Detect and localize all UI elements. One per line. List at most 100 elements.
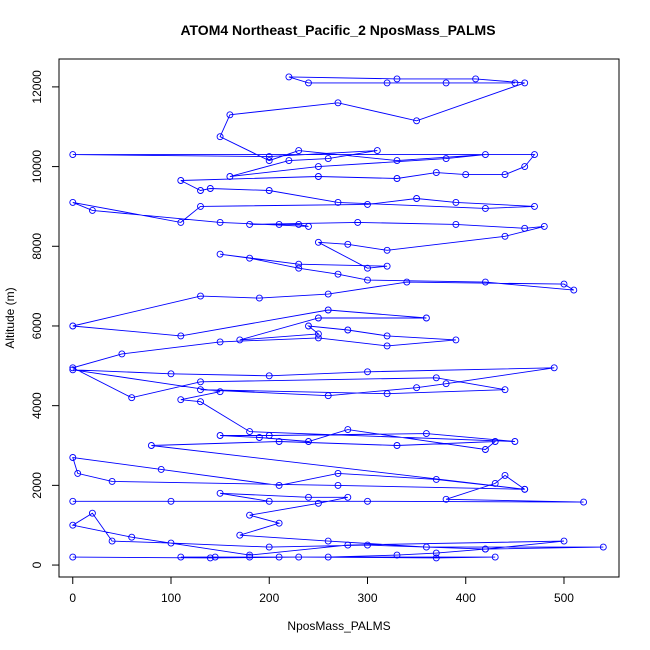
data-point: [501, 171, 509, 179]
data-point: [324, 155, 332, 163]
data-point: [285, 73, 293, 81]
data-point: [108, 477, 116, 485]
data-point: [393, 551, 401, 559]
y-tick-label: 8000: [30, 233, 44, 260]
data-point: [521, 224, 529, 232]
data-point: [452, 336, 460, 344]
data-point: [432, 549, 440, 557]
y-tick-label: 0: [30, 561, 44, 568]
plot-area: [69, 73, 607, 562]
y-tick-label: 12000: [30, 70, 44, 104]
data-point: [69, 151, 77, 159]
data-point: [599, 543, 607, 551]
data-point: [226, 111, 234, 119]
data-point: [197, 378, 204, 386]
data-point: [334, 198, 342, 206]
x-tick-label: 100: [161, 591, 181, 605]
data-point: [177, 553, 185, 561]
data-point: [167, 497, 175, 505]
data-point: [383, 332, 391, 340]
data-point: [314, 163, 322, 171]
data-point: [442, 380, 450, 388]
data-point: [364, 200, 371, 208]
data-point: [295, 264, 303, 272]
x-tick-label: 400: [456, 591, 476, 605]
data-point: [305, 79, 312, 87]
y-tick-label: 6000: [30, 312, 44, 339]
data-point: [540, 222, 548, 230]
data-point: [334, 469, 342, 477]
data-point: [265, 497, 273, 505]
data-point: [491, 553, 499, 561]
data-point: [442, 495, 450, 503]
data-point: [324, 553, 332, 561]
data-point: [211, 553, 219, 561]
data-point: [305, 222, 312, 230]
y-axis-label: Altitude (m): [3, 287, 17, 348]
data-point: [422, 543, 430, 551]
data-point: [314, 238, 322, 246]
data-point: [364, 497, 371, 505]
data-point: [324, 306, 332, 314]
data-point: [314, 173, 322, 180]
data-point: [88, 206, 96, 214]
data-point: [521, 485, 529, 493]
data-point: [275, 220, 283, 228]
data-point: [550, 364, 558, 372]
data-point: [344, 493, 352, 501]
data-point: [413, 117, 421, 125]
data-point: [167, 539, 175, 547]
data-point: [305, 438, 312, 445]
chart-title: ATOM4 Northeast_Pacific_2 NposMass_PALMS: [180, 22, 495, 38]
data-point: [373, 147, 381, 155]
data-point: [265, 187, 273, 194]
data-point: [197, 386, 204, 394]
data-point: [393, 442, 401, 449]
data-point: [314, 330, 322, 338]
x-tick-label: 500: [554, 591, 574, 605]
y-axis: 0 2000 4000 6000 8000 10000 12000: [30, 70, 60, 568]
data-point: [393, 75, 401, 83]
data-point: [69, 366, 77, 374]
data-point: [364, 276, 371, 284]
data-point: [364, 368, 371, 376]
data-point: [491, 479, 499, 487]
data-point: [69, 322, 77, 330]
data-point: [246, 511, 254, 519]
data-point: [216, 133, 224, 141]
data-point: [481, 151, 489, 159]
y-tick-label: 4000: [30, 392, 44, 419]
data-point: [216, 489, 224, 497]
data-point: [501, 471, 509, 479]
data-point: [324, 290, 332, 298]
data-point: [344, 541, 352, 549]
data-point: [422, 314, 430, 322]
data-point: [481, 545, 489, 553]
data-point: [118, 350, 126, 358]
data-point: [452, 220, 460, 228]
data-point: [265, 543, 273, 551]
data-point: [265, 432, 273, 439]
data-point: [422, 430, 430, 438]
data-point: [255, 294, 263, 302]
series-line: [71, 76, 604, 559]
x-tick-label: 0: [69, 591, 76, 605]
data-point: [521, 79, 529, 87]
data-point: [157, 465, 165, 473]
data-point: [147, 442, 155, 449]
data-point: [413, 195, 421, 202]
data-point: [481, 278, 489, 286]
data-point: [69, 497, 77, 505]
data-point: [393, 157, 401, 165]
data-point: [511, 79, 519, 87]
data-point: [314, 499, 322, 507]
data-point: [560, 537, 568, 545]
data-point: [344, 326, 352, 334]
x-tick-label: 200: [259, 591, 279, 605]
data-point: [108, 537, 116, 545]
data-point: [177, 177, 185, 184]
data-point: [206, 185, 214, 192]
data-point: [472, 75, 480, 83]
data-point: [197, 187, 204, 194]
data-point: [334, 481, 342, 489]
